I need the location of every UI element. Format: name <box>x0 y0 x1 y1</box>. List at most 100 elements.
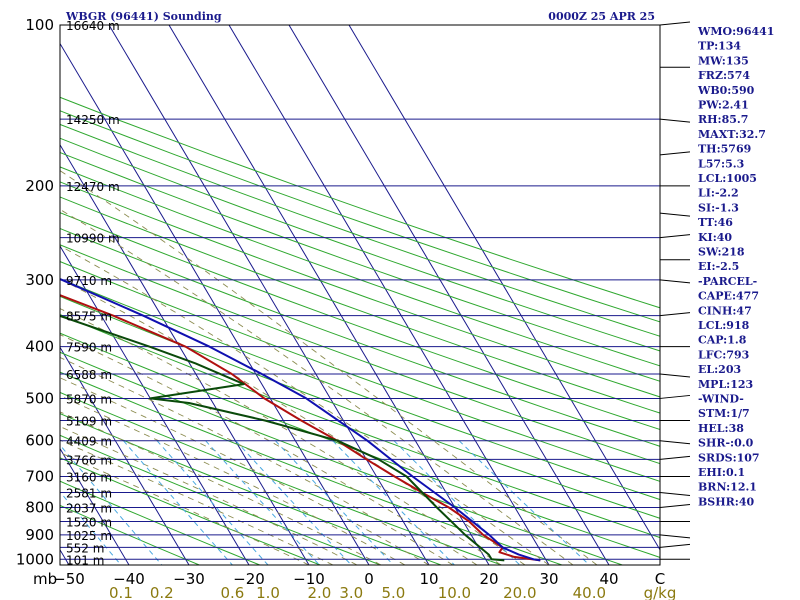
pressure-label: 100 <box>25 16 54 34</box>
mixing-ratio-line <box>275 440 394 565</box>
isotherm-line <box>60 447 130 565</box>
mixing-ratio-unit-label: g/kg <box>644 584 677 600</box>
mixing-ratio-line <box>60 491 122 565</box>
index-item: LFC:793 <box>698 348 749 361</box>
isotherm-line <box>228 25 550 565</box>
index-item: SW:218 <box>698 246 745 259</box>
index-item: STM:1/7 <box>698 407 750 420</box>
index-item: WMO:96441 <box>697 25 774 38</box>
index-item: EI:-2.5 <box>698 260 739 273</box>
wind-barb <box>659 21 691 26</box>
index-item: CAP:1.8 <box>698 334 747 347</box>
dry-adiabat-line <box>60 391 502 565</box>
index-item: L57:5.3 <box>698 157 744 170</box>
mixing-ratio-tick-label: 20.0 <box>503 584 536 600</box>
mixing-ratio-tick-label: 40.0 <box>573 584 606 600</box>
mixing-ratio-tick-label: 5.0 <box>382 584 406 600</box>
isotherm-line <box>288 25 610 565</box>
mixing-ratio-tick-label: 0.1 <box>109 584 133 600</box>
dry-adiabat-line <box>60 137 660 352</box>
mixing-ratio-tick-label: 3.0 <box>339 584 363 600</box>
mixing-ratio-tick-label: 0.2 <box>150 584 174 600</box>
dry-adiabat-line <box>60 151 660 367</box>
mixing-ratio-line <box>156 440 269 565</box>
height-label: 2037 m <box>66 501 112 515</box>
index-item: EHI:0.1 <box>698 466 745 479</box>
dry-adiabat-line <box>60 212 660 431</box>
dry-adiabat-line <box>60 196 660 414</box>
wind-barbs <box>659 21 691 560</box>
height-label: 552 m <box>66 541 104 555</box>
dry-adiabat-line <box>60 181 660 398</box>
pressure-label: 900 <box>25 526 54 544</box>
height-label: 2581 m <box>66 487 112 501</box>
index-item: TT:46 <box>698 216 733 229</box>
dry-adiabat-line <box>60 504 200 565</box>
temperature-tick-label: 40 <box>599 570 618 588</box>
pressure-label: 700 <box>25 468 54 486</box>
pressure-unit-label: mb <box>33 570 57 588</box>
moist-adiabat-line <box>60 245 550 565</box>
temperature-tick-label: −30 <box>173 570 205 588</box>
temperature-tick-label: −50 <box>53 570 85 588</box>
wind-barb <box>659 492 691 497</box>
height-label: 1025 m <box>66 529 112 543</box>
index-item: -WIND- <box>698 393 744 406</box>
height-label: 5109 m <box>66 415 112 429</box>
moist-adiabat-line <box>60 411 382 565</box>
dry-adiabat-line <box>60 413 442 565</box>
height-label: 4409 m <box>66 435 112 449</box>
moist-adiabat-line <box>60 439 334 565</box>
dry-adiabat-line <box>60 123 660 337</box>
wind-barb <box>659 212 691 217</box>
height-label: 5870 m <box>66 392 112 406</box>
index-item: CAPE:477 <box>698 290 759 303</box>
index-item: KI:40 <box>698 231 732 244</box>
wind-barb <box>659 234 691 239</box>
temperature-tick-label: 0 <box>364 570 374 588</box>
dry-adiabat-line <box>60 166 660 382</box>
dry-adiabat-line <box>60 295 660 519</box>
mixing-ratio-line <box>458 440 590 565</box>
wind-barb <box>659 151 691 156</box>
index-item: LCL:1005 <box>698 172 757 185</box>
temperature-tick-label: 20 <box>479 570 498 588</box>
height-label: 6588 m <box>66 368 112 382</box>
dry-adiabat-line <box>60 96 660 309</box>
height-label: 7590 m <box>66 341 112 355</box>
moist-adiabat-line <box>60 208 574 565</box>
height-label: 8575 m <box>66 310 112 324</box>
dry-adiabat-line <box>60 457 321 565</box>
mixing-ratio-line <box>123 440 233 565</box>
index-item: BSHR:40 <box>698 495 754 508</box>
index-item: FRZ:574 <box>698 69 750 82</box>
index-item: TP:134 <box>698 40 741 53</box>
mixing-ratio-line <box>235 440 352 565</box>
dry-adiabat-line <box>60 332 660 558</box>
wind-barb <box>659 279 691 284</box>
temperature-tick-label: −10 <box>293 570 325 588</box>
dry-adiabat-line <box>60 480 260 565</box>
temperature-tick-label: −40 <box>113 570 145 588</box>
index-item: RH:85.7 <box>698 113 748 126</box>
pressure-label: 1000 <box>16 550 54 568</box>
wind-barb <box>659 503 691 508</box>
wind-barb <box>659 373 691 378</box>
wind-barb <box>659 394 691 399</box>
mixing-ratio-tick-label: 10.0 <box>438 584 471 600</box>
dry-adiabat-line <box>60 278 660 501</box>
wind-barb <box>659 118 691 123</box>
wind-barb <box>659 440 691 445</box>
index-item: TH:5769 <box>698 143 751 156</box>
height-label: 3160 m <box>66 471 112 485</box>
pressure-label: 200 <box>25 177 54 195</box>
sounding-time: 0000Z 25 APR 25 <box>548 10 655 23</box>
wind-barb <box>659 455 691 460</box>
index-item: WB0:590 <box>697 84 755 97</box>
wind-barb <box>659 543 691 548</box>
height-label: 14250 m <box>66 113 120 127</box>
height-label: 10990 m <box>66 232 120 246</box>
isotherm-line <box>60 143 310 565</box>
